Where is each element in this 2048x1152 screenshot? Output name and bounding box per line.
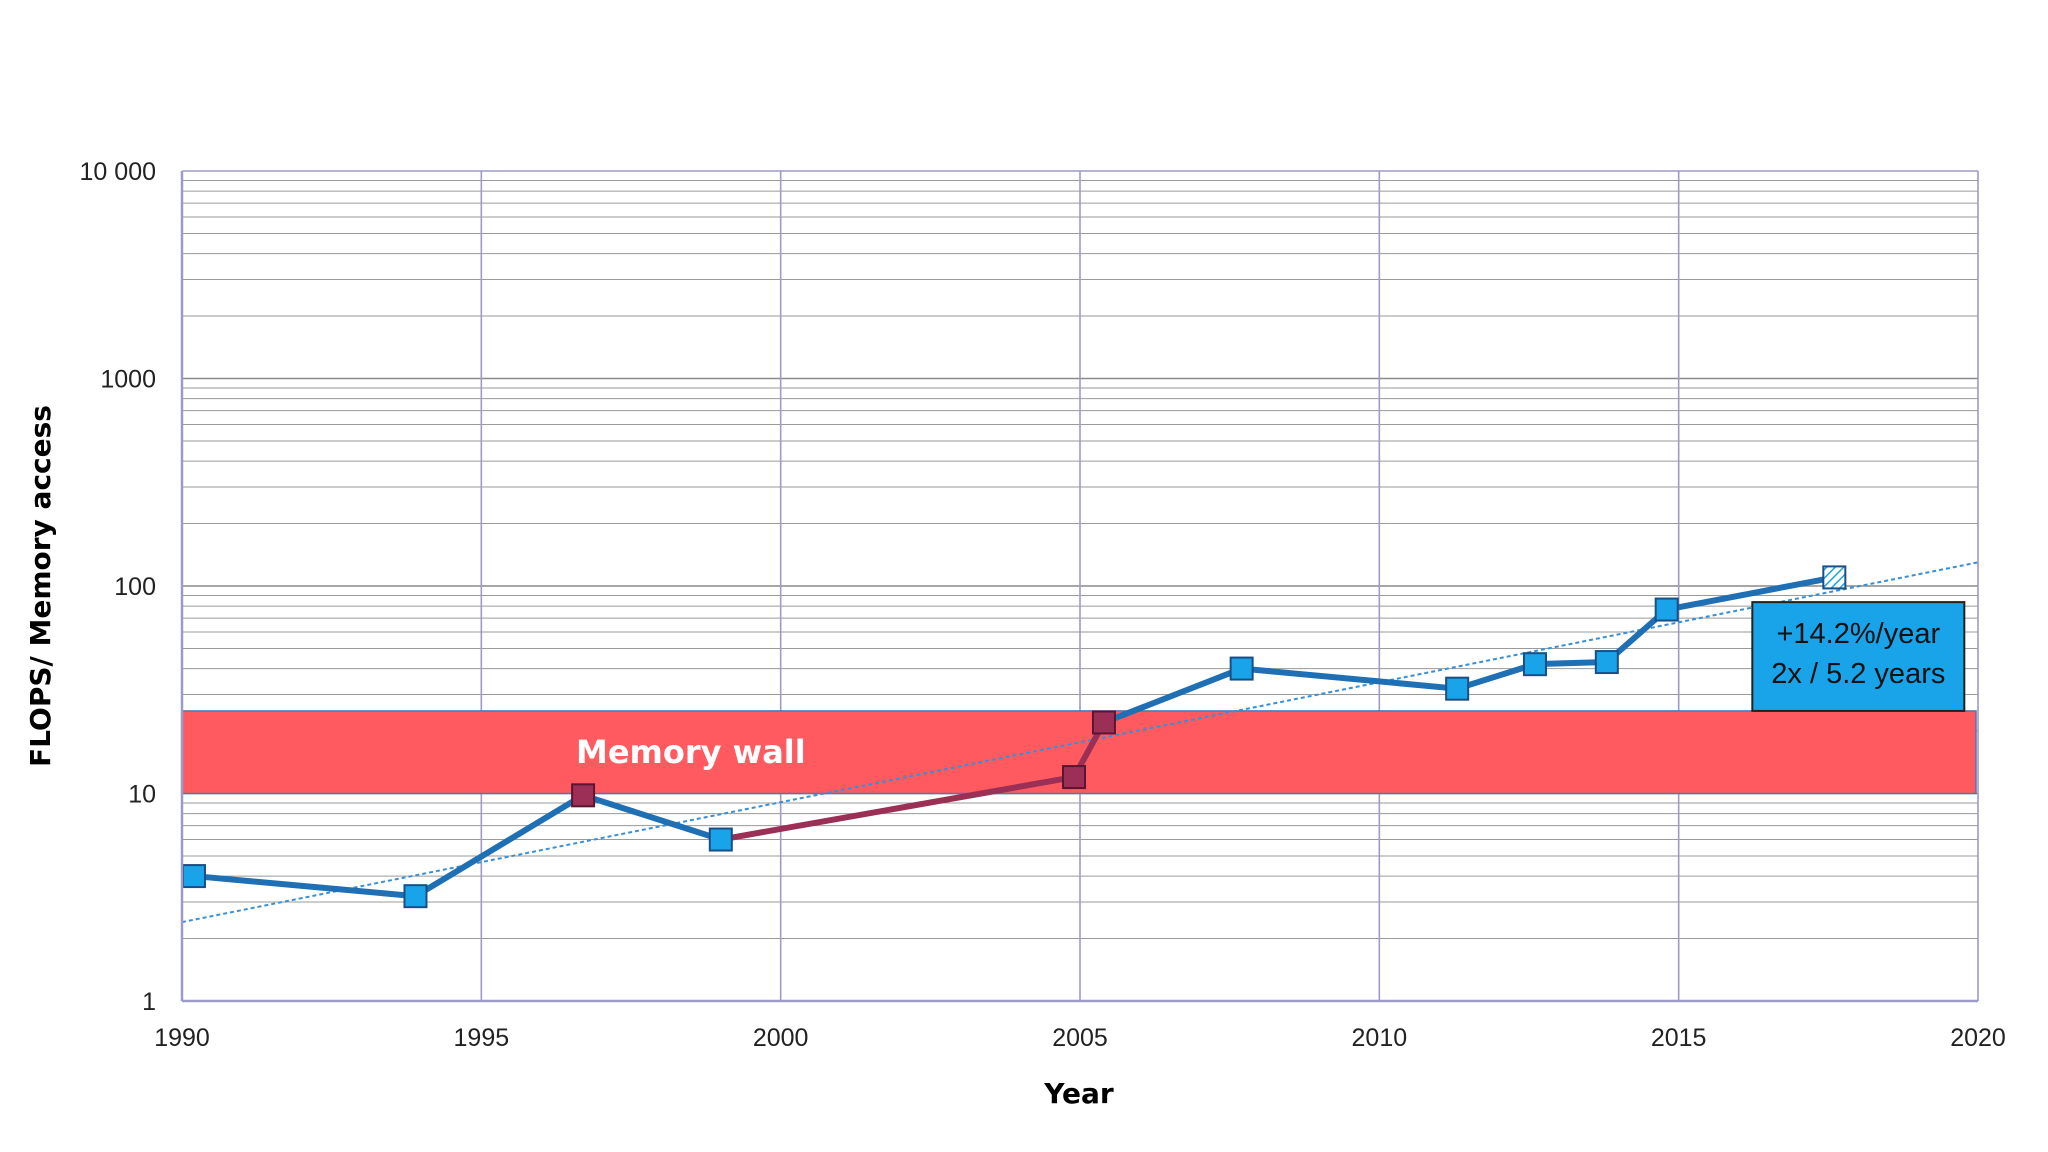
data-point	[1522, 652, 1547, 677]
y-tick-label: 100	[114, 573, 156, 601]
y-tick-label: 1000	[100, 366, 156, 394]
data-point	[181, 864, 206, 889]
x-axis-label: Year	[1043, 1077, 1114, 1110]
series-segment	[580, 792, 724, 843]
x-tick-label: 2000	[753, 1024, 809, 1052]
series-segment	[412, 792, 587, 900]
annotation-box	[1751, 601, 1966, 712]
annotation-line: +14.2%/year	[1776, 618, 1940, 650]
trendline	[181, 561, 1979, 924]
annotation-line: 2x / 5.2 years	[1771, 658, 1945, 690]
y-axis-label: FLOPS/ Memory access	[24, 405, 57, 767]
data-point	[571, 783, 596, 808]
memory-wall-label: Memory wall	[576, 733, 806, 771]
series-segment	[1238, 665, 1461, 692]
data-point	[708, 827, 733, 852]
series-segment	[717, 774, 1078, 843]
x-tick-labels: 1990 1995 2000 2005 2010 2015 2020	[154, 1024, 2006, 1052]
series-segment	[190, 873, 419, 900]
series-segment	[1663, 574, 1838, 613]
data-point	[1062, 765, 1087, 790]
series-segment	[1100, 665, 1245, 726]
data-point	[1445, 676, 1470, 701]
grid	[181, 171, 1979, 1002]
x-tick-label: 2010	[1352, 1024, 1408, 1052]
trendline-layer	[181, 561, 1979, 924]
data-point	[1594, 650, 1619, 675]
y-tick-label: 10	[128, 781, 156, 809]
y-tick-label: 10 000	[80, 158, 156, 186]
data-point	[1091, 710, 1116, 735]
x-tick-label: 1995	[454, 1024, 510, 1052]
series-layer	[181, 565, 1847, 909]
y-tick-label: 1	[142, 988, 156, 1016]
data-point	[403, 884, 428, 909]
x-tick-label: 2015	[1651, 1024, 1707, 1052]
data-point	[1822, 565, 1847, 590]
plot-frame-layer	[180, 170, 1978, 1003]
x-tick-label: 2020	[1950, 1024, 2006, 1052]
x-tick-label: 2005	[1052, 1024, 1108, 1052]
annotation-layer: +14.2%/year 2x / 5.2 years	[1751, 601, 1966, 712]
x-tick-label: 1990	[154, 1024, 210, 1052]
series-segment	[1454, 661, 1538, 692]
data-point	[1654, 597, 1679, 622]
data-point	[1229, 656, 1254, 681]
y-tick-labels: 1 10 100 1000 10 000	[80, 158, 156, 1016]
